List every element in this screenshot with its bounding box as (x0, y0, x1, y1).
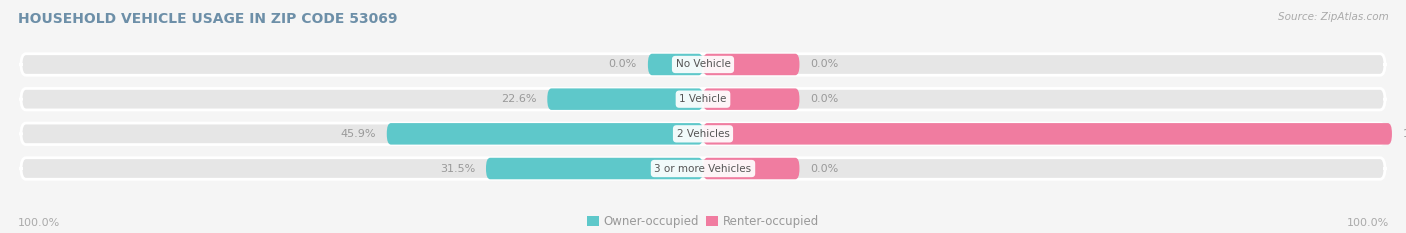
Text: 22.6%: 22.6% (501, 94, 536, 104)
FancyBboxPatch shape (387, 123, 703, 145)
Text: 31.5%: 31.5% (440, 164, 475, 174)
Text: 100.0%: 100.0% (1347, 218, 1389, 228)
FancyBboxPatch shape (21, 123, 1385, 145)
Text: Source: ZipAtlas.com: Source: ZipAtlas.com (1278, 12, 1389, 22)
Text: 0.0%: 0.0% (810, 94, 839, 104)
FancyBboxPatch shape (547, 88, 703, 110)
FancyBboxPatch shape (703, 123, 1392, 145)
Text: 100.0%: 100.0% (1403, 129, 1406, 139)
Text: 0.0%: 0.0% (810, 59, 839, 69)
FancyBboxPatch shape (486, 158, 703, 179)
FancyBboxPatch shape (703, 88, 800, 110)
Text: 0.0%: 0.0% (810, 164, 839, 174)
FancyBboxPatch shape (21, 158, 1385, 179)
Text: 45.9%: 45.9% (340, 129, 375, 139)
Text: 3 or more Vehicles: 3 or more Vehicles (654, 164, 752, 174)
FancyBboxPatch shape (703, 158, 800, 179)
FancyBboxPatch shape (21, 88, 1385, 110)
Text: HOUSEHOLD VEHICLE USAGE IN ZIP CODE 53069: HOUSEHOLD VEHICLE USAGE IN ZIP CODE 5306… (18, 12, 398, 26)
Text: 1 Vehicle: 1 Vehicle (679, 94, 727, 104)
FancyBboxPatch shape (648, 54, 703, 75)
Text: 2 Vehicles: 2 Vehicles (676, 129, 730, 139)
Text: No Vehicle: No Vehicle (675, 59, 731, 69)
Text: 100.0%: 100.0% (18, 218, 60, 228)
FancyBboxPatch shape (703, 54, 800, 75)
Text: 0.0%: 0.0% (609, 59, 637, 69)
Legend: Owner-occupied, Renter-occupied: Owner-occupied, Renter-occupied (582, 210, 824, 233)
FancyBboxPatch shape (21, 54, 1385, 75)
